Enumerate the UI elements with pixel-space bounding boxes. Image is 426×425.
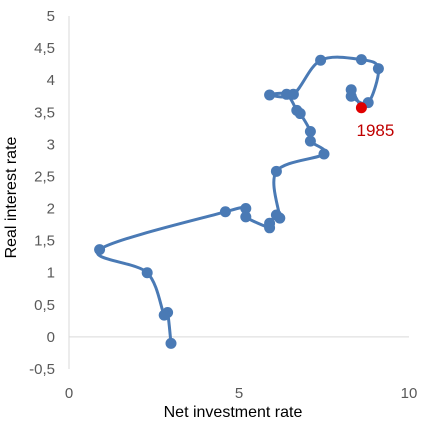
data-point [318,148,330,160]
data-point [264,217,276,229]
y-tick-label: 1 [47,265,55,282]
data-point [304,126,316,138]
x-axis-title: Net investment rate [164,404,303,421]
y-tick-label: 4 [47,72,55,89]
x-tick-label: 5 [235,385,243,402]
data-point [345,84,357,96]
y-tick-label: 0 [47,329,55,346]
y-tick-label: 2 [47,201,55,218]
annotation-1985: 1985 [356,121,394,140]
y-tick-label: 5 [47,8,55,25]
y-tick-label: -0,5 [29,361,55,378]
data-point [240,203,252,215]
data-point [291,104,303,116]
x-tick-label: 10 [401,385,418,402]
x-tick-labels: 0 5 10 [65,385,418,402]
data-point [287,88,299,100]
data-point [270,165,282,177]
data-point [264,89,276,101]
data-point [315,54,327,66]
x-tick-label: 0 [65,385,73,402]
y-tick-label: 3 [47,136,55,153]
data-point [240,211,252,223]
data-point [165,337,177,349]
axes [68,16,409,369]
data-point [372,63,384,75]
series-line [95,55,380,345]
data-point [274,212,286,224]
data-point [141,267,153,279]
data-point [219,206,231,218]
data-point [304,135,316,147]
y-tick-label: 2,5 [34,168,55,185]
y-tick-label: 3,5 [34,104,55,121]
data-point [355,54,367,66]
y-tick-label: 4,5 [34,40,55,57]
y-tick-label: 0,5 [34,297,55,314]
series-markers [94,54,384,349]
y-axis-title: Real interest rate [3,136,20,258]
y-tick-labels: -0,5 0 0,5 1 1,5 2 2,5 3 3,5 4 4,5 5 [29,8,55,378]
data-point-1985 [355,102,367,114]
y-tick-label: 1,5 [34,233,55,250]
data-point [94,244,106,256]
data-point [158,309,170,321]
